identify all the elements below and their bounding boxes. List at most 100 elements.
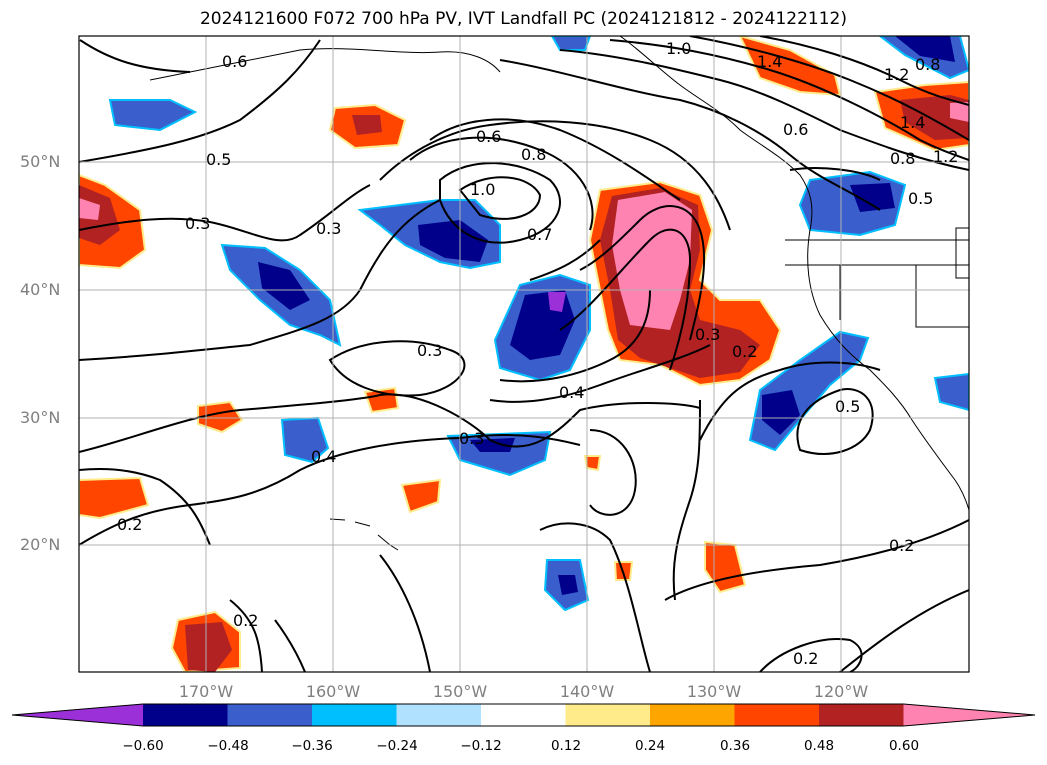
contour-label: 0.2 <box>732 342 757 361</box>
pv-positive-west-edge-peak <box>79 198 100 220</box>
lon-label-140w: 140°W <box>559 682 615 701</box>
lat-label-40n: 40°N <box>20 280 61 299</box>
contour-line <box>839 589 969 672</box>
contour-line <box>409 136 594 231</box>
contour-line <box>499 289 651 383</box>
pv-negative-southeast-core <box>762 390 800 435</box>
contour-label: 0.8 <box>890 149 915 168</box>
pv-fill-areas <box>79 36 969 672</box>
lon-label-130w: 130°W <box>686 682 742 701</box>
contour-line <box>379 554 431 672</box>
contour-line <box>589 429 637 516</box>
pv-negative-upper-core <box>418 220 488 262</box>
contour-line <box>429 118 681 201</box>
contour-line <box>789 167 881 181</box>
colorbar-segment <box>650 704 735 726</box>
pv-positive-nw-core <box>352 115 382 135</box>
colorbar <box>11 703 1036 727</box>
contour-label: 0.8 <box>521 145 546 164</box>
colorbar-tick-label: 0.48 <box>803 738 835 754</box>
pv-positive-ne-peak <box>950 102 969 122</box>
contour-line <box>579 205 706 341</box>
map-title: 2024121600 F072 700 hPa PV, IVT Landfall… <box>199 9 847 29</box>
contour-line <box>79 39 191 73</box>
colorbar-outline <box>11 703 1036 727</box>
contour-label: 0.4 <box>559 383 584 402</box>
lat-label-20n: 20°N <box>20 535 61 554</box>
contour-label: 0.2 <box>889 536 914 555</box>
colorbar-tick-label: −0.60 <box>122 738 164 754</box>
pv-positive-west-edge-core <box>79 185 120 245</box>
lon-label-150w: 150°W <box>432 682 488 701</box>
pv-positive-peak <box>612 192 692 330</box>
pv-positive-top <box>738 36 842 97</box>
contour-line <box>79 393 701 453</box>
pv-negative-west-core <box>258 262 310 310</box>
contour-line <box>229 599 263 672</box>
colorbar-extend-max <box>903 704 1035 726</box>
contour-label: 1.4 <box>900 113 925 132</box>
colorbar-segment <box>734 704 820 726</box>
colorbar-segment <box>481 704 566 726</box>
grid-lines <box>79 36 969 672</box>
colorbar-segment <box>565 704 651 726</box>
contour-label: 0.8 <box>915 55 940 74</box>
pv-negative-ne-core <box>850 183 895 212</box>
contour-label: 0.2 <box>793 649 818 668</box>
colorbar-extend-min <box>12 704 143 726</box>
contour-label: 0.6 <box>222 52 247 71</box>
colorbar-tick-label: −0.36 <box>291 738 333 754</box>
contour-line <box>759 638 863 672</box>
contour-line <box>499 59 881 211</box>
pv-positive-patch-b <box>363 386 400 414</box>
contour-line <box>699 361 881 441</box>
lat-label-30n: 30°N <box>20 408 61 427</box>
contour-label: 0.3 <box>185 214 210 233</box>
contour-line <box>79 184 371 242</box>
colorbar-segment <box>227 704 313 726</box>
pv-positive-south-core <box>185 622 232 672</box>
lon-label-170w: 170°W <box>178 682 234 701</box>
contour-line <box>609 39 969 161</box>
lon-label-160w: 160°W <box>305 682 361 701</box>
lat-label-50n: 50°N <box>20 152 61 171</box>
pv-positive-sw <box>79 476 150 520</box>
contour-line <box>274 619 306 672</box>
lon-label-120w: 120°W <box>813 682 869 701</box>
colorbar-tick-label: −0.24 <box>376 738 418 754</box>
pv-negative-top <box>550 36 592 51</box>
contour-label: 1.2 <box>884 65 909 84</box>
contour-label: 1.2 <box>933 147 958 166</box>
contour-label: 0.6 <box>476 127 501 146</box>
colorbar-tick-label: 0.12 <box>550 738 582 754</box>
colorbar-segment <box>143 704 228 726</box>
contour-line <box>79 468 211 546</box>
pv-positive-patch-a <box>197 400 244 434</box>
contour-line <box>458 176 542 220</box>
contour-label-group: 0.6 1.0 1.4 1.2 0.8 0.6 0.8 0.5 0.6 0.8 … <box>117 39 958 668</box>
contour-line <box>379 120 731 231</box>
contour-label: 0.3 <box>459 429 484 448</box>
contour-label: 0.5 <box>908 189 933 208</box>
pv-negative-nw <box>108 99 198 132</box>
colorbar-tick-label: 0.60 <box>888 738 920 754</box>
contour-label: 0.7 <box>527 225 552 244</box>
pv-negative-patch-3-core <box>470 438 515 452</box>
contour-line <box>759 36 969 106</box>
contour-line <box>328 340 466 397</box>
contour-label: 0.3 <box>316 219 341 238</box>
colorbar-tick-label: 0.24 <box>634 738 666 754</box>
colorbar-tick-label: −0.48 <box>207 738 249 754</box>
contour-line <box>559 228 692 371</box>
contour-line <box>79 39 321 163</box>
colorbar-tick-label: −0.12 <box>460 738 502 754</box>
contour-line <box>689 36 969 141</box>
contour-line <box>79 199 441 361</box>
contour-label: 0.2 <box>233 611 258 630</box>
contour-label: 1.0 <box>470 180 495 199</box>
contour-line <box>439 162 561 244</box>
map-frame <box>78 35 970 673</box>
contour-label: 1.4 <box>757 52 782 71</box>
colorbar-segment <box>396 704 482 726</box>
